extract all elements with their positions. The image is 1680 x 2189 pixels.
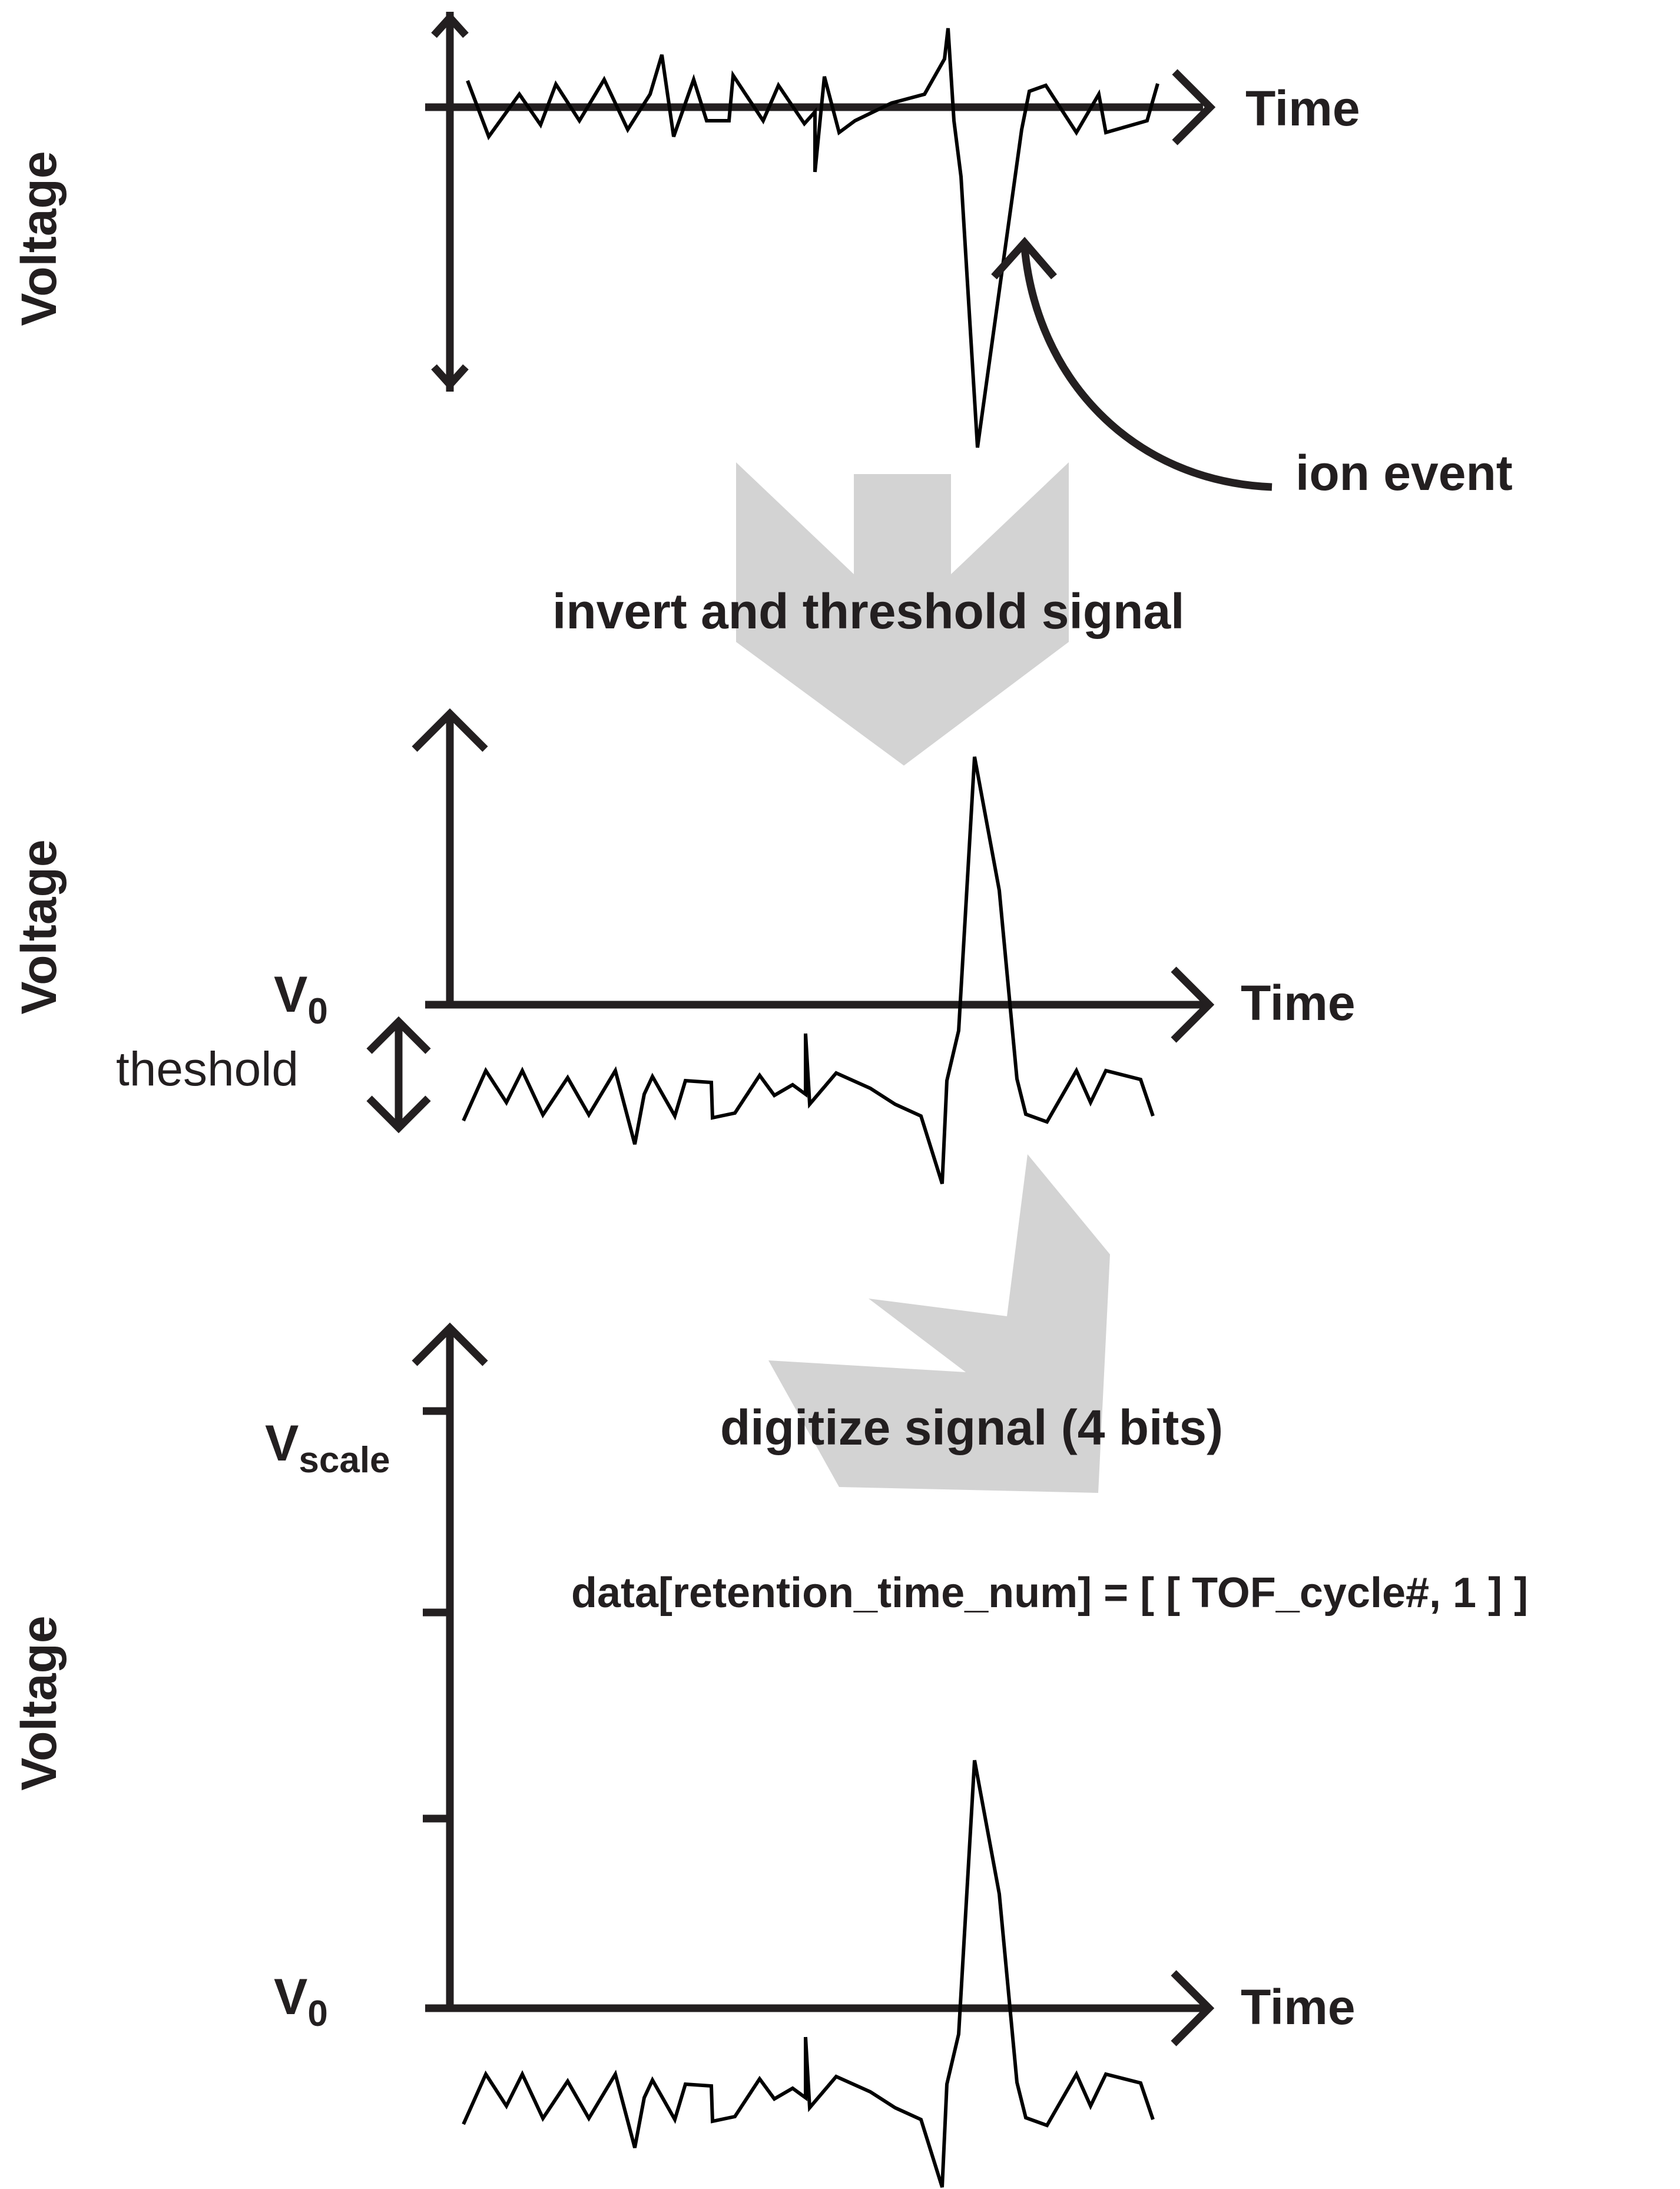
digitized-y-axis-arrowhead bbox=[412, 1322, 488, 1366]
raw-signal-panel: Voltage Time ion event bbox=[11, 12, 1513, 501]
threshold-y-axis-arrowhead bbox=[412, 708, 488, 752]
vscale-label: Vscale bbox=[265, 1415, 390, 1481]
ion-event-pointer-head bbox=[991, 237, 1057, 280]
raw-x-axis-arrowhead bbox=[1172, 69, 1216, 145]
digitized-panel: Voltage Time Vscale V0 bbox=[11, 1322, 1356, 2188]
threshold-v0-label: V0 bbox=[274, 966, 328, 1032]
threshold-level-label: theshold bbox=[116, 1042, 299, 1096]
step2-flow-arrow bbox=[768, 1154, 1110, 1493]
raw-signal-trace bbox=[466, 28, 1159, 448]
threshold-x-axis-arrowhead bbox=[1171, 966, 1215, 1043]
digitized-x-axis-label: Time bbox=[1241, 1979, 1356, 2035]
digitized-y-axis-label: Voltage bbox=[11, 1615, 67, 1790]
raw-x-axis-label: Time bbox=[1245, 81, 1360, 136]
raw-y-axis-label: Voltage bbox=[11, 151, 67, 326]
ion-event-pointer bbox=[1020, 247, 1273, 491]
digitized-x-axis-arrowhead bbox=[1171, 1970, 1215, 2046]
step2-label: digitize signal (4 bits) bbox=[720, 1400, 1223, 1455]
threshold-range-arrow-down bbox=[366, 1095, 431, 1134]
ion-event-label: ion event bbox=[1295, 445, 1513, 501]
inverted-signal-trace bbox=[462, 756, 1155, 1184]
threshold-x-axis-label: Time bbox=[1241, 975, 1356, 1031]
digitized-signal-trace bbox=[462, 1760, 1155, 2188]
digitized-v0-label: V0 bbox=[274, 1969, 328, 2034]
threshold-panel: Voltage Time V0 theshold bbox=[11, 708, 1356, 1184]
step1-label: invert and threshold signal bbox=[552, 584, 1185, 639]
digitized-y-ticks bbox=[423, 1407, 453, 1823]
data-assignment-code: data[retention_time_num] = [ [ TOF_cycle… bbox=[571, 1569, 1528, 1617]
step1-flow-arrow bbox=[736, 462, 1069, 766]
threshold-y-axis-label: Voltage bbox=[11, 839, 67, 1014]
threshold-range-arrow-up bbox=[366, 1016, 431, 1054]
